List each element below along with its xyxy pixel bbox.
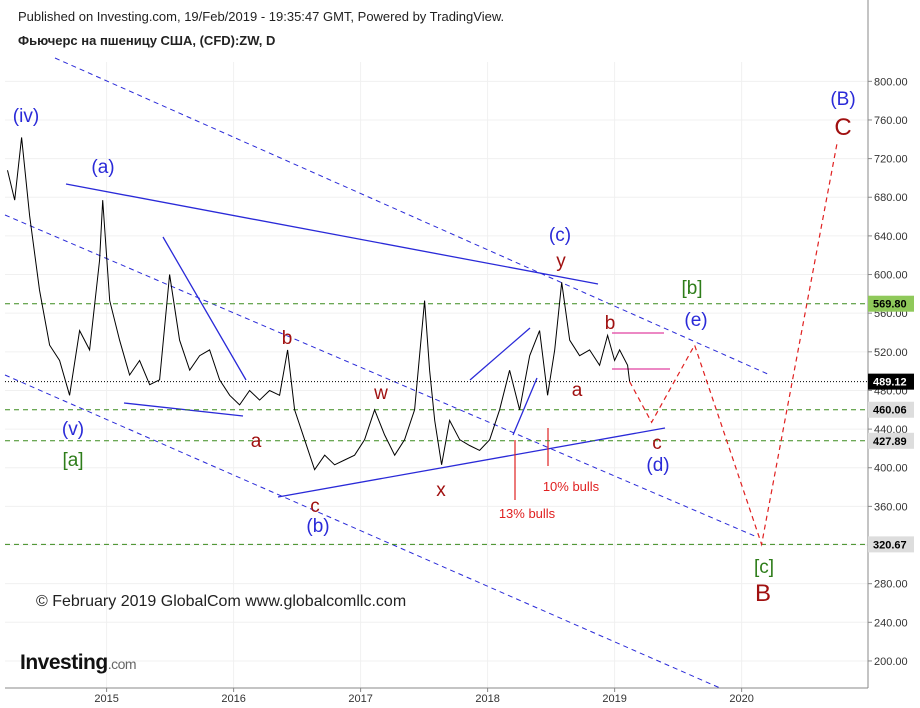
y-tick-label: 400.00 bbox=[874, 463, 908, 475]
y-tick-label: 360.00 bbox=[874, 501, 908, 513]
wave-label: [a] bbox=[62, 450, 83, 471]
level-label: 320.67 bbox=[873, 539, 907, 551]
copyright: © February 2019 GlobalCom www.globalcoml… bbox=[36, 593, 406, 610]
logo-suffix: .com bbox=[108, 656, 136, 672]
wave-label: (d) bbox=[646, 455, 669, 476]
y-tick-label: 520.00 bbox=[874, 347, 908, 359]
wave-label: [b] bbox=[681, 278, 702, 299]
x-tick-label: 2018 bbox=[475, 693, 499, 705]
level-label: 569.80 bbox=[873, 299, 907, 311]
wave-label: c bbox=[310, 496, 320, 517]
wave-label: (b) bbox=[306, 516, 329, 537]
level-box bbox=[868, 536, 914, 553]
wave-label: b bbox=[605, 313, 616, 334]
level-box bbox=[868, 373, 914, 390]
y-tick-label: 800.00 bbox=[874, 76, 908, 88]
y-tick-label: 720.00 bbox=[874, 154, 908, 166]
wave-label: a bbox=[251, 431, 262, 452]
wave-label: (a) bbox=[91, 157, 114, 178]
level-box bbox=[868, 432, 914, 449]
trend-line bbox=[123, 402, 244, 417]
x-tick-label: 2015 bbox=[94, 693, 118, 705]
wave-label: [c] bbox=[754, 557, 774, 578]
trend-line bbox=[65, 183, 599, 285]
wave-label: 13% bulls bbox=[499, 506, 556, 521]
level-box bbox=[868, 295, 914, 312]
trend-line bbox=[469, 327, 531, 381]
y-tick-label: 240.00 bbox=[874, 617, 908, 629]
chart-title: Фьючерс на пшеницу США, (CFD):ZW, D bbox=[18, 33, 275, 48]
channel-line bbox=[4, 374, 721, 689]
x-tick-label: 2016 bbox=[221, 693, 245, 705]
price-line bbox=[7, 137, 631, 471]
wave-label: x bbox=[436, 480, 446, 501]
y-tick-label: 760.00 bbox=[874, 115, 908, 127]
level-box bbox=[868, 401, 914, 418]
wave-label: c bbox=[652, 433, 662, 454]
x-tick-label: 2019 bbox=[602, 693, 626, 705]
y-tick-label: 280.00 bbox=[874, 579, 908, 591]
wave-label: w bbox=[373, 383, 388, 404]
level-label: 427.89 bbox=[873, 436, 907, 448]
wave-label: y bbox=[556, 251, 566, 272]
wave-label: b bbox=[282, 328, 293, 349]
channel-line bbox=[4, 214, 758, 538]
wave-label: (B) bbox=[830, 89, 855, 110]
level-label: 489.12 bbox=[873, 377, 907, 389]
channel-line bbox=[54, 57, 771, 376]
y-tick-label: 200.00 bbox=[874, 656, 908, 668]
trend-line bbox=[512, 377, 538, 436]
wave-label: (v) bbox=[62, 419, 84, 440]
wave-label: (e) bbox=[684, 310, 707, 331]
y-tick-label: 640.00 bbox=[874, 231, 908, 243]
y-tick-label: 680.00 bbox=[874, 192, 908, 204]
wave-label: 10% bulls bbox=[543, 479, 600, 494]
header: Published on Investing.com, 19/Feb/2019 … bbox=[18, 9, 504, 24]
y-tick-label: 600.00 bbox=[874, 270, 908, 282]
wave-label: C bbox=[834, 114, 851, 141]
trend-line bbox=[162, 236, 247, 381]
logo: Investing.com bbox=[20, 651, 136, 674]
wave-label: (c) bbox=[549, 225, 571, 246]
wave-label: B bbox=[755, 580, 771, 607]
projection-line bbox=[629, 140, 839, 547]
wave-label: (iv) bbox=[13, 106, 39, 127]
level-label: 460.06 bbox=[873, 405, 907, 417]
x-tick-label: 2017 bbox=[348, 693, 372, 705]
x-tick-label: 2020 bbox=[729, 693, 753, 705]
trend-line bbox=[277, 427, 666, 498]
wave-label: a bbox=[572, 380, 583, 401]
logo-name: Investing bbox=[20, 651, 108, 674]
